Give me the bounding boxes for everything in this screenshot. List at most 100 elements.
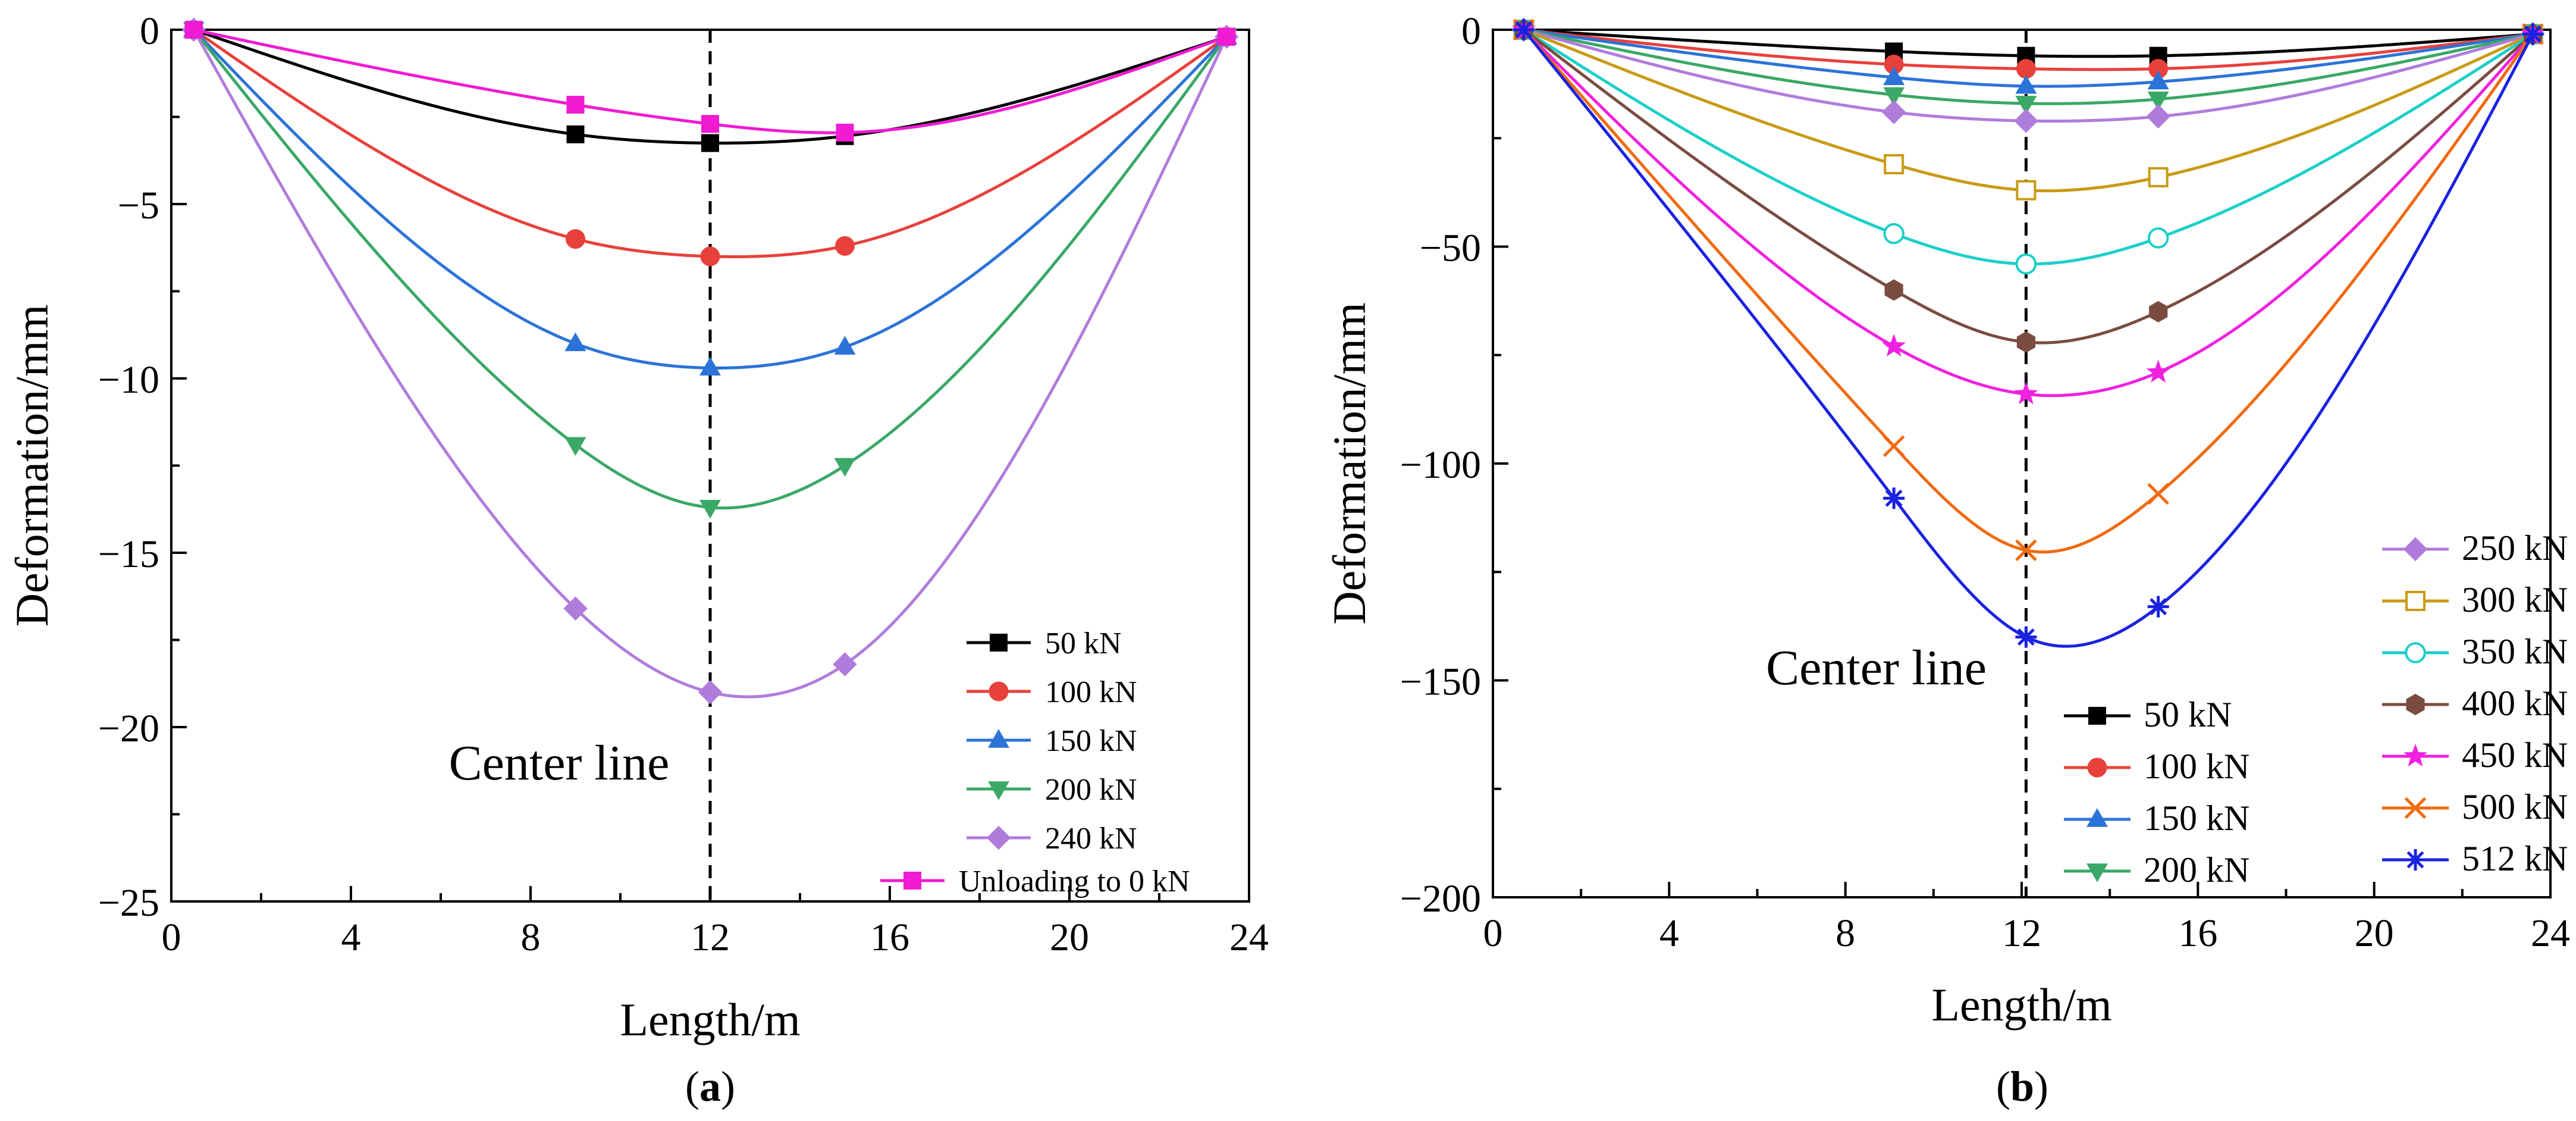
data-point — [836, 123, 854, 142]
x-tick-label: 16 — [870, 916, 909, 959]
data-point — [2015, 96, 2037, 115]
data-point — [566, 95, 585, 114]
data-point — [701, 115, 719, 133]
legend-swatch-marker — [903, 872, 921, 890]
y-axis-title: Deformation/mm — [1323, 302, 1375, 625]
data-point — [2147, 596, 2169, 618]
data-point — [1218, 27, 1236, 46]
panel-label-close-paren: ) — [721, 1063, 735, 1110]
data-point — [566, 229, 585, 249]
legend-swatch-marker — [2088, 707, 2106, 725]
panel-label-letter: a — [699, 1063, 721, 1110]
data-point — [566, 125, 585, 143]
legend-label: 400 kN — [2462, 684, 2568, 723]
data-point — [1884, 154, 1904, 174]
legend-label: 450 kN — [2462, 735, 2568, 775]
legend-item: 100 kN — [2064, 747, 2249, 786]
x-tick-label: 8 — [1835, 912, 1855, 955]
legend-item: 300 kN — [2382, 580, 2568, 619]
legend-label: 512 kN — [2462, 839, 2568, 878]
panel-label-close-paren: ) — [2034, 1063, 2048, 1110]
legend-item: 150 kN — [967, 724, 1137, 758]
legend-item: 50 kN — [2064, 695, 2232, 734]
panel-label-open-paren: ( — [1996, 1063, 2010, 1110]
data-point — [2147, 91, 2169, 111]
data-point — [563, 596, 588, 621]
data-point — [2015, 539, 2037, 562]
data-point — [698, 680, 723, 704]
legend-item: 240 kN — [967, 822, 1137, 856]
legend-swatch-marker — [988, 781, 1009, 800]
legend-item: 350 kN — [2382, 632, 2568, 671]
legend: 50 kN 100 kN 150 kN 200 kN 240 kN Unloading t… — [880, 627, 1190, 898]
data-point — [1883, 87, 1905, 107]
x-tick-label: 0 — [162, 916, 181, 959]
legend-label: 240 kN — [1045, 822, 1137, 856]
plot-frame — [1492, 29, 2552, 898]
data-point — [2146, 104, 2170, 129]
legend-swatch-marker — [2405, 849, 2426, 871]
data-point — [1884, 54, 1904, 74]
series-unloading-to-0-kn — [184, 21, 1236, 142]
data-point — [1883, 66, 1905, 85]
legend-label: 100 kN — [2144, 747, 2249, 786]
data-point — [2147, 227, 2169, 249]
legend-label: Unloading to 0 kN — [959, 865, 1190, 898]
data-point — [2522, 23, 2544, 45]
data-point — [1882, 334, 1906, 357]
y-tick-label: −5 — [118, 184, 159, 227]
data-point — [2014, 108, 2038, 133]
data-point — [2015, 75, 2037, 94]
data-point — [834, 458, 856, 477]
data-point — [833, 652, 857, 677]
data-point — [1883, 223, 1904, 245]
legend-label: 50 kN — [2144, 695, 2232, 734]
y-tick-label: −100 — [1400, 443, 1481, 487]
legend-label: 250 kN — [2462, 528, 2568, 568]
x-tick-label: 16 — [2178, 912, 2217, 955]
x-tick-label: 4 — [341, 916, 361, 959]
data-point — [701, 134, 719, 152]
data-point — [1884, 279, 1903, 301]
data-point — [2016, 331, 2035, 353]
y-tick-label: 0 — [140, 10, 159, 53]
data-point — [1513, 19, 1535, 40]
legend-label: 200 kN — [2144, 850, 2249, 890]
legend-item: Unloading to 0 kN — [880, 865, 1190, 898]
legend-label: 50 kN — [1045, 627, 1122, 660]
data-point — [2148, 59, 2169, 79]
panel-label: (b) — [1996, 1063, 2048, 1110]
legend: 50 kN 100 kN 150 kN 200 kN 250 kN 300 kN 350 k… — [2064, 528, 2568, 890]
legend-swatch-marker — [986, 825, 1011, 850]
x-axis-title: Length/m — [1931, 979, 2111, 1031]
data-point — [2147, 483, 2169, 505]
legend-label: 200 kN — [1045, 773, 1137, 807]
data-point — [699, 356, 721, 376]
data-point — [2148, 167, 2169, 187]
data-point — [184, 21, 203, 39]
legend-swatch-marker — [2087, 757, 2107, 778]
data-point — [1883, 487, 1905, 509]
legend-swatch-marker — [2086, 863, 2108, 882]
y-tick-label: 0 — [1461, 10, 1481, 53]
legend-label: 150 kN — [1045, 724, 1137, 758]
y-tick-label: −200 — [1400, 877, 1481, 920]
legend-label: 300 kN — [2462, 580, 2568, 619]
legend-swatch-marker — [2405, 642, 2426, 663]
panel-label: (a) — [685, 1063, 735, 1110]
x-tick-label: 20 — [2355, 912, 2394, 955]
data-point — [564, 437, 586, 456]
y-tick-label: −25 — [98, 881, 159, 925]
data-point — [2014, 381, 2038, 405]
panel-label-letter: b — [2010, 1063, 2034, 1110]
data-point — [2016, 180, 2037, 201]
data-point — [2149, 300, 2168, 322]
legend-swatch-marker — [2404, 797, 2427, 819]
y-tick-label: −150 — [1400, 660, 1481, 704]
data-point — [834, 336, 856, 355]
data-point — [2147, 70, 2169, 90]
legend-swatch-marker — [2403, 537, 2428, 562]
legend-swatch-marker — [2405, 591, 2426, 611]
legend-item: 450 kN — [2382, 735, 2568, 775]
